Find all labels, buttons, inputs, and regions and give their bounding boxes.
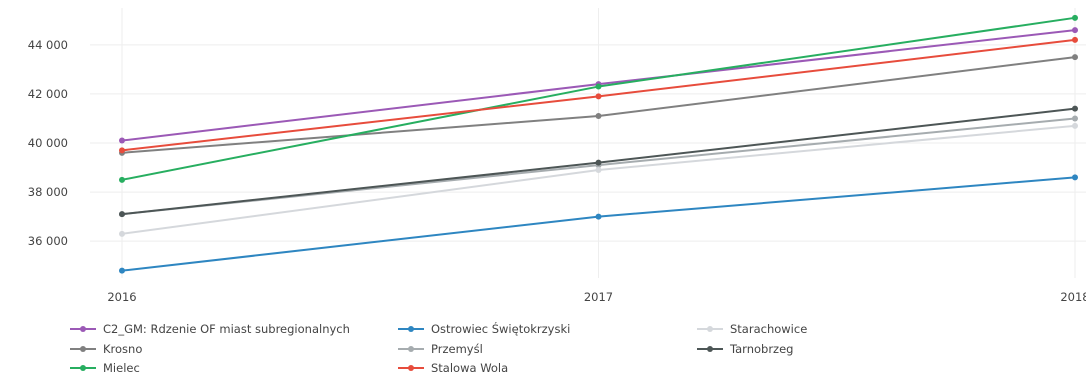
legend-swatch-marker (80, 365, 86, 371)
data-point (595, 167, 602, 173)
data-point (595, 113, 602, 119)
data-point (595, 93, 602, 100)
legend-item-7: Tarnobrzeg (697, 342, 793, 356)
data-point (1072, 27, 1078, 34)
y-tick-label: 36 000 (28, 234, 68, 248)
legend-item-2: Mielec (70, 361, 140, 375)
legend-swatch-marker (707, 346, 713, 352)
data-point (595, 213, 602, 220)
legend-label: Krosno (103, 342, 142, 356)
data-point (119, 230, 125, 237)
legend-item-5: Stalowa Wola (398, 361, 508, 375)
y-axis: 36 000 38 000 40 000 42 000 44 000 (28, 38, 68, 248)
legend-swatch-marker (408, 326, 414, 332)
y-tick-label: 42 000 (28, 87, 68, 101)
legend: C2_GM: Rdzenie OF miast subregionalnych K… (70, 321, 807, 375)
x-tick-label: 2016 (107, 290, 136, 304)
legend-label: Przemyśl (431, 342, 483, 356)
series-7 (119, 105, 1078, 218)
legend-label: Stalowa Wola (431, 361, 508, 375)
data-point (1072, 174, 1078, 181)
data-point (119, 147, 125, 154)
legend-label: Starachowice (730, 322, 807, 336)
series-lines (119, 14, 1078, 274)
data-point (595, 159, 602, 166)
series-6 (119, 122, 1078, 237)
legend-swatch-marker (80, 326, 86, 332)
x-tick-label: 2018 (1060, 290, 1086, 304)
y-tick-label: 40 000 (28, 136, 68, 150)
data-point (595, 83, 602, 90)
x-axis: 2016 2017 2018 (107, 290, 1086, 304)
data-point (1072, 105, 1078, 112)
data-point (119, 176, 125, 183)
legend-item-4: Przemyśl (398, 342, 483, 356)
series-2 (119, 14, 1078, 183)
series-3 (119, 174, 1078, 274)
data-point (119, 267, 125, 274)
legend-swatch-marker (408, 365, 414, 371)
y-tick-label: 44 000 (28, 38, 68, 52)
data-point (1072, 54, 1078, 61)
legend-item-0: C2_GM: Rdzenie OF miast subregionalnych (70, 322, 350, 336)
data-point (1072, 115, 1078, 122)
x-tick-label: 2017 (584, 290, 613, 304)
legend-label: C2_GM: Rdzenie OF miast subregionalnych (103, 322, 350, 336)
legend-item-1: Krosno (70, 342, 142, 356)
series-5 (119, 36, 1078, 154)
data-point (1072, 14, 1078, 21)
legend-label: Ostrowiec Świętokrzyski (431, 321, 570, 336)
legend-swatch-marker (707, 326, 713, 332)
data-point (119, 137, 125, 144)
y-tick-label: 38 000 (28, 185, 68, 199)
legend-swatch-marker (80, 346, 86, 352)
legend-label: Mielec (103, 361, 140, 375)
legend-item-3: Ostrowiec Świętokrzyski (398, 321, 570, 336)
legend-swatch-marker (408, 346, 414, 352)
data-point (119, 211, 125, 218)
legend-label: Tarnobrzeg (729, 342, 793, 356)
data-point (1072, 122, 1078, 129)
legend-item-6: Starachowice (697, 322, 807, 336)
data-point (1072, 36, 1078, 43)
